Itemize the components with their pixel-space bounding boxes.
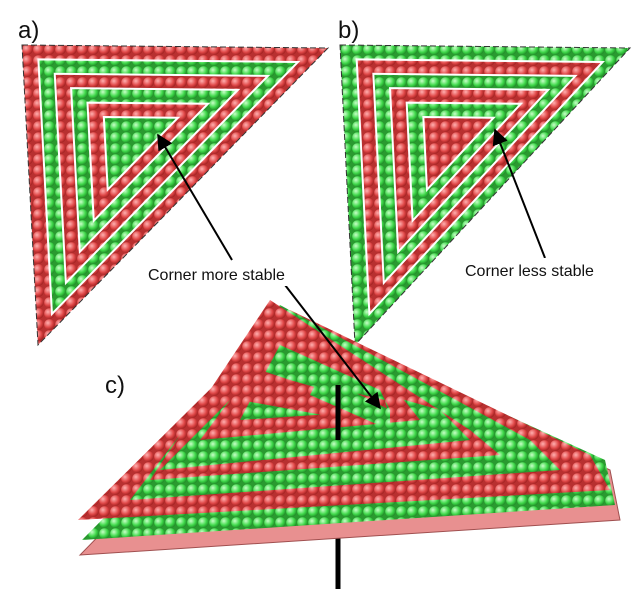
panel-b (340, 45, 630, 345)
panel-label: c) (105, 372, 125, 399)
panel-c (78, 300, 620, 589)
annotation: Corner more stable (148, 267, 285, 284)
panel-label: a) (18, 17, 39, 44)
panel-a (22, 45, 328, 345)
annotation: Corner less stable (465, 263, 594, 280)
figure: a) b) c) Corner more stable Corner less … (0, 0, 634, 589)
panel-label: b) (338, 17, 359, 44)
